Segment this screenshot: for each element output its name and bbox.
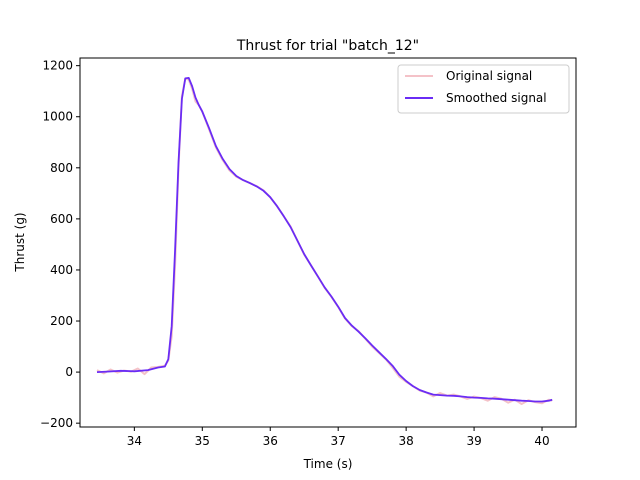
y-tick-label: 1000 — [42, 110, 73, 124]
y-tick-label: −200 — [40, 416, 73, 430]
legend-label-original: Original signal — [446, 69, 532, 83]
legend-label-smoothed: Smoothed signal — [446, 91, 547, 105]
y-tick-label: 0 — [65, 365, 73, 379]
x-tick-label: 40 — [534, 434, 549, 448]
y-tick-label: 800 — [50, 161, 73, 175]
y-tick-label: 1200 — [42, 59, 73, 73]
y-axis-label: Thrust (g) — [13, 212, 27, 272]
y-tick-label: 200 — [50, 314, 73, 328]
y-tick-label: 400 — [50, 263, 73, 277]
x-tick-label: 34 — [127, 434, 142, 448]
legend: Original signal Smoothed signal — [397, 64, 570, 114]
y-tick-label: 600 — [50, 212, 73, 226]
series-lines — [96, 77, 553, 405]
x-tick-label: 36 — [263, 434, 278, 448]
y-axis: −200 0 200 400 600 800 1000 1200 — [40, 59, 80, 430]
x-axis: 34 35 36 37 38 39 40 — [127, 427, 550, 448]
x-tick-label: 38 — [398, 434, 413, 448]
x-tick-label: 35 — [195, 434, 210, 448]
chart-title: Thrust for trial "batch_12" — [236, 38, 419, 54]
x-tick-label: 37 — [331, 434, 346, 448]
legend-box — [397, 64, 570, 114]
series-line-smoothed — [96, 77, 553, 403]
x-axis-label: Time (s) — [303, 457, 353, 471]
x-tick-label: 39 — [466, 434, 481, 448]
